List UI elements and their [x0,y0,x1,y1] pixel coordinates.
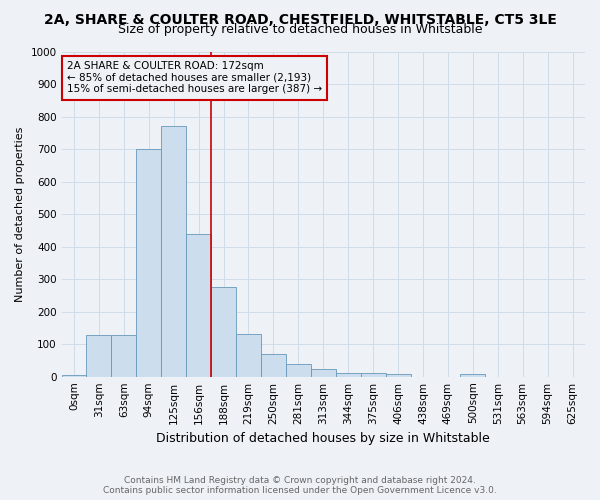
Bar [86,335,112,376]
Bar [261,354,286,376]
Bar [361,373,386,376]
Y-axis label: Number of detached properties: Number of detached properties [15,126,25,302]
Bar [460,374,485,376]
Text: 2A SHARE & COULTER ROAD: 172sqm
← 85% of detached houses are smaller (2,193)
15%: 2A SHARE & COULTER ROAD: 172sqm ← 85% of… [67,62,322,94]
Text: 2A, SHARE & COULTER ROAD, CHESTFIELD, WHITSTABLE, CT5 3LE: 2A, SHARE & COULTER ROAD, CHESTFIELD, WH… [44,12,556,26]
Bar [136,149,161,376]
Bar [236,334,261,376]
Bar [386,374,410,376]
X-axis label: Distribution of detached houses by size in Whitstable: Distribution of detached houses by size … [157,432,490,445]
Bar [112,335,136,376]
Text: Contains HM Land Registry data © Crown copyright and database right 2024.
Contai: Contains HM Land Registry data © Crown c… [103,476,497,495]
Bar [62,375,86,376]
Bar [211,288,236,376]
Text: Size of property relative to detached houses in Whitstable: Size of property relative to detached ho… [118,22,482,36]
Bar [161,126,186,376]
Bar [311,368,336,376]
Bar [286,364,311,376]
Bar [186,234,211,376]
Bar [336,373,361,376]
